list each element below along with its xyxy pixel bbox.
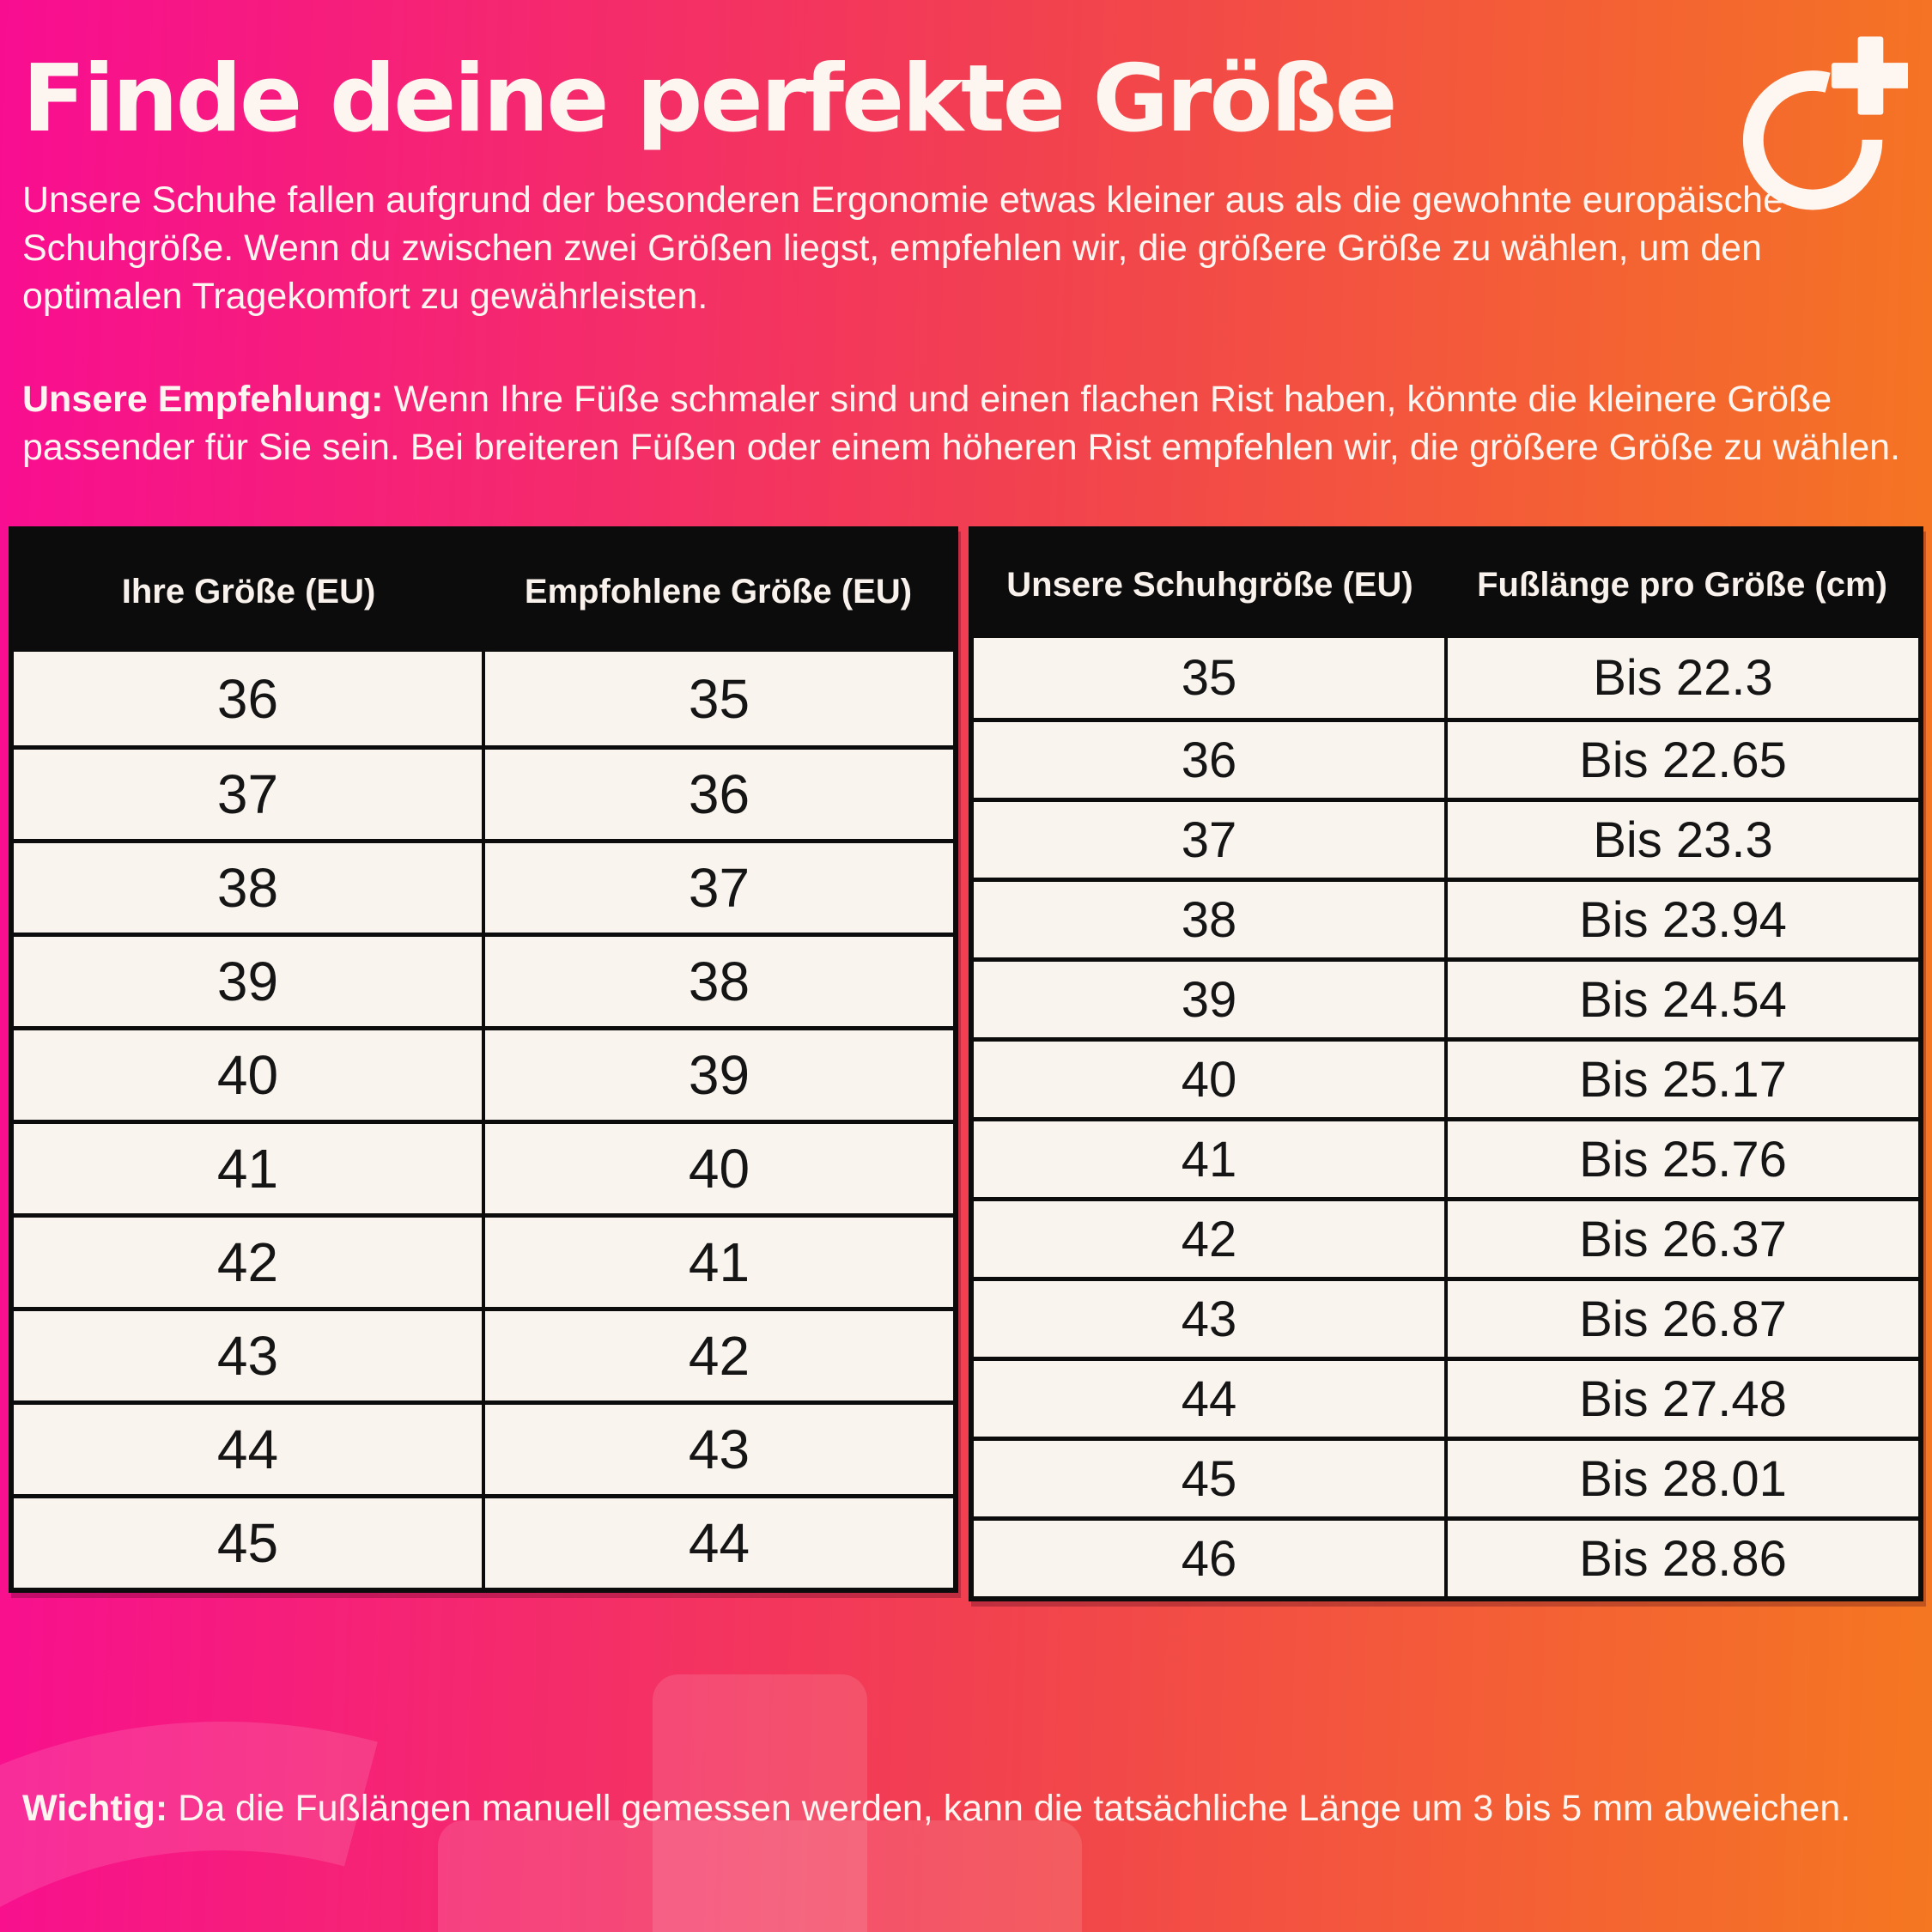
table-row: 38 37	[14, 839, 953, 933]
table-cell: 37	[974, 802, 1444, 878]
table-cell: Bis 22.3	[1444, 638, 1918, 719]
table-cell: 36	[974, 722, 1444, 799]
column-header-recommended-size: Empfohlene Größe (EU)	[524, 572, 913, 611]
table-cell: 39	[482, 1030, 953, 1121]
recommendation-paragraph: Unsere Empfehlung: Wenn Ihre Füße schmal…	[22, 375, 1906, 471]
table-row: 37 36	[14, 745, 953, 840]
table-header-row: Ihre Größe (EU) Empfohlene Größe (EU)	[14, 532, 953, 653]
table-cell: 36	[482, 750, 953, 840]
table-cell: 40	[974, 1042, 1444, 1118]
table-row: 37 Bis 23.3	[974, 798, 1918, 878]
table-header-row: Unsere Schuhgröße (EU) Fußlänge pro Größ…	[974, 532, 1918, 639]
table-cell: 35	[974, 638, 1444, 719]
table-cell: 36	[14, 652, 482, 746]
page-title: Finde deine perfekte Größe	[22, 46, 1398, 153]
table-row: 42 41	[14, 1213, 953, 1308]
brand-watermark-icon	[0, 1674, 1082, 1932]
table-cell: Bis 28.01	[1444, 1441, 1918, 1517]
table-row: 46 Bis 28.86	[974, 1516, 1918, 1597]
table-cell: 41	[974, 1121, 1444, 1198]
intro-text: Unsere Schuhe fallen aufgrund der besond…	[22, 179, 1783, 318]
table-row: 39 Bis 24.54	[974, 957, 1918, 1038]
table-row: 43 42	[14, 1307, 953, 1401]
footer-label: Wichtig:	[22, 1788, 168, 1829]
footer-note: Wichtig: Da die Fußlängen manuell gemess…	[22, 1784, 1850, 1832]
table-cell: Bis 26.37	[1444, 1201, 1918, 1278]
table-body: 36 35 37 36 38 37 39 38 40 39 41 40 42 41 43 42 44 43 45 44	[14, 652, 953, 1589]
intro-paragraph: Unsere Schuhe fallen aufgrund der besond…	[22, 176, 1906, 320]
table-row: 35 Bis 22.3	[974, 638, 1918, 719]
table-cell: 37	[14, 750, 482, 840]
column-header-your-size: Ihre Größe (EU)	[121, 572, 376, 611]
table-cell: 40	[14, 1030, 482, 1121]
column-header-foot-length: Fußlänge pro Größe (cm)	[1477, 565, 1887, 604]
table-cell: Bis 24.54	[1444, 962, 1918, 1038]
table-cell: Bis 22.65	[1444, 722, 1918, 799]
table-row: 44 43	[14, 1400, 953, 1495]
table-cell: 44	[974, 1361, 1444, 1437]
table-row: 40 Bis 25.17	[974, 1037, 1918, 1118]
table-cell: 44	[14, 1405, 482, 1495]
table-cell: 38	[14, 843, 482, 933]
table-cell: Bis 28.86	[1444, 1521, 1918, 1597]
table-row: 42 Bis 26.37	[974, 1197, 1918, 1278]
table-cell: 38	[482, 937, 953, 1027]
table-cell: 42	[482, 1311, 953, 1401]
recommendation-label: Unsere Empfehlung:	[22, 379, 384, 421]
table-cell: 38	[974, 882, 1444, 958]
table-row: 38 Bis 23.94	[974, 878, 1918, 958]
table-cell: 41	[482, 1218, 953, 1308]
table-cell: 40	[482, 1124, 953, 1214]
foot-length-table: Unsere Schuhgröße (EU) Fußlänge pro Größ…	[969, 526, 1923, 1602]
table-row: 41 40	[14, 1120, 953, 1214]
table-cell: 43	[482, 1405, 953, 1495]
table-cell: Bis 25.76	[1444, 1121, 1918, 1198]
table-cell: 45	[974, 1441, 1444, 1517]
table-cell: 43	[14, 1311, 482, 1401]
column-header-shoe-size: Unsere Schuhgröße (EU)	[1006, 565, 1413, 604]
table-row: 43 Bis 26.87	[974, 1277, 1918, 1358]
table-row: 45 44	[14, 1494, 953, 1589]
header: Finde deine perfekte Größe	[0, 0, 1932, 210]
recommendation-text: Wenn Ihre Füße schmaler sind und einen f…	[22, 379, 1900, 469]
table-cell: 45	[14, 1498, 482, 1589]
table-cell: 41	[14, 1124, 482, 1214]
table-cell: 46	[974, 1521, 1444, 1597]
table-cell: 42	[974, 1201, 1444, 1278]
table-row: 44 Bis 27.48	[974, 1357, 1918, 1437]
table-row: 36 Bis 22.65	[974, 718, 1918, 799]
footer-text: Da die Fußlängen manuell gemessen werden…	[167, 1788, 1851, 1829]
table-body: 35 Bis 22.3 36 Bis 22.65 37 Bis 23.3 38 Bis 23.…	[974, 638, 1918, 1597]
table-cell: Bis 23.94	[1444, 882, 1918, 958]
table-cell: 42	[14, 1218, 482, 1308]
brand-logo-icon	[1742, 36, 1908, 210]
tables-section: Ihre Größe (EU) Empfohlene Größe (EU) 36…	[9, 526, 1923, 1602]
table-row: 40 39	[14, 1026, 953, 1121]
table-cell: 35	[482, 652, 953, 746]
size-conversion-table: Ihre Größe (EU) Empfohlene Größe (EU) 36…	[9, 526, 958, 1594]
table-cell: 44	[482, 1498, 953, 1589]
table-cell: Bis 27.48	[1444, 1361, 1918, 1437]
table-row: 45 Bis 28.01	[974, 1437, 1918, 1517]
table-cell: Bis 25.17	[1444, 1042, 1918, 1118]
table-cell: 39	[974, 962, 1444, 1038]
table-row: 36 35	[14, 652, 953, 746]
table-cell: Bis 26.87	[1444, 1281, 1918, 1358]
table-row: 39 38	[14, 933, 953, 1027]
table-cell: Bis 23.3	[1444, 802, 1918, 878]
table-cell: 43	[974, 1281, 1444, 1358]
table-cell: 39	[14, 937, 482, 1027]
table-cell: 37	[482, 843, 953, 933]
table-row: 41 Bis 25.76	[974, 1117, 1918, 1198]
